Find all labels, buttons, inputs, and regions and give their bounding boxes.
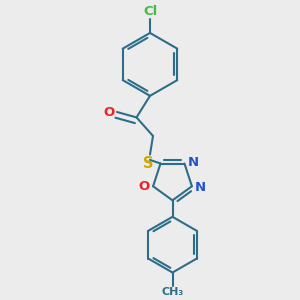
Text: O: O xyxy=(103,106,115,118)
Text: N: N xyxy=(195,181,206,194)
Text: Cl: Cl xyxy=(143,5,157,18)
Text: S: S xyxy=(143,156,154,171)
Text: O: O xyxy=(138,180,149,193)
Text: CH₃: CH₃ xyxy=(161,287,184,297)
Text: N: N xyxy=(188,156,199,169)
